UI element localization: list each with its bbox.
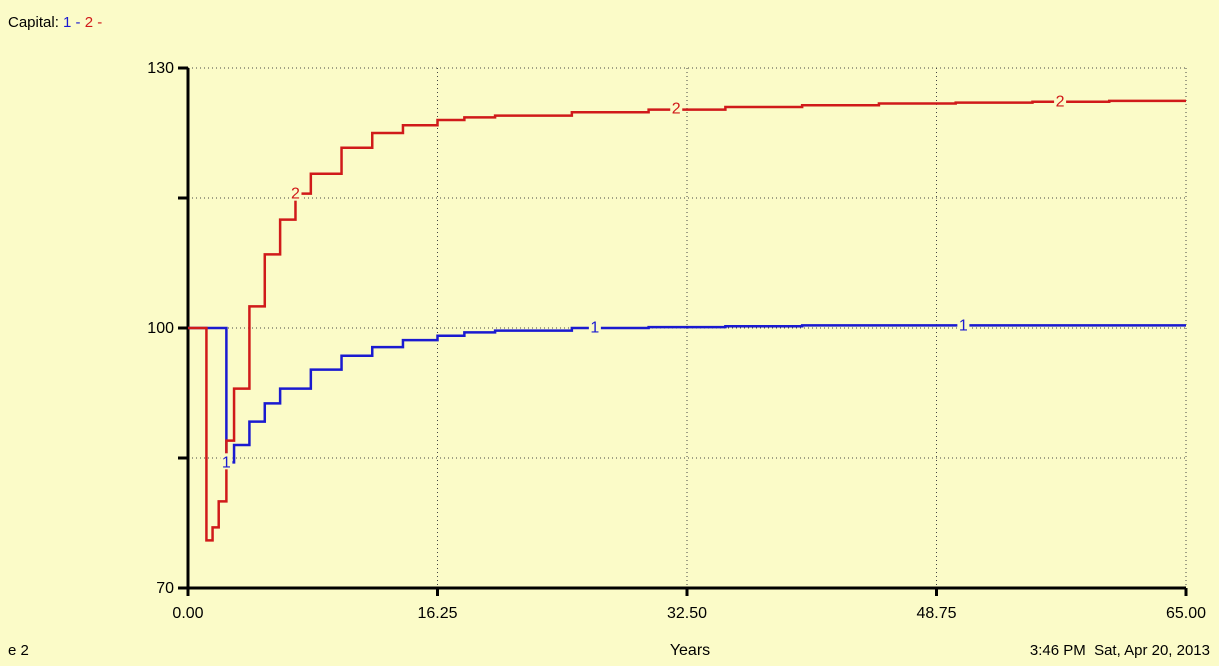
series-1-marker-bg — [220, 453, 233, 470]
page-label: e 2 — [8, 642, 29, 659]
series-2-marker-bg — [1054, 92, 1067, 109]
legend-sep-2: - — [97, 14, 103, 31]
series-2-marker-bg — [670, 99, 683, 116]
series-2-line — [188, 99, 1186, 542]
series-1-marker-bg — [957, 316, 970, 333]
series-1-marker: 1 — [222, 454, 231, 471]
series-1-line — [188, 324, 1186, 464]
legend-series-1: 1 — [63, 14, 72, 31]
legend-series-2: 2 — [84, 14, 94, 31]
chart-legend: Capital: 1 - 2 - — [8, 14, 102, 31]
legend-sep-1: - — [75, 14, 81, 31]
timestamp: 3:46 PM Sat, Apr 20, 2013 — [1030, 642, 1210, 659]
y-tick-label: 130 — [147, 60, 174, 77]
y-tick-label: 100 — [147, 320, 174, 337]
x-tick-label: 16.25 — [417, 605, 457, 622]
x-tick-label: 0.00 — [172, 605, 203, 622]
series-2-marker: 2 — [291, 186, 300, 203]
series-1-marker: 1 — [959, 317, 968, 334]
x-tick-label: 32.50 — [667, 605, 707, 622]
series-2-marker-bg — [289, 184, 302, 201]
x-tick-label: 65.00 — [1166, 605, 1206, 622]
series-1-marker-bg — [588, 318, 601, 335]
series-2-marker: 2 — [1056, 93, 1065, 110]
x-axis-label: Years — [670, 642, 710, 659]
series-1-marker: 1 — [590, 320, 599, 337]
y-tick-label: 70 — [156, 580, 174, 597]
series-2-marker: 2 — [672, 101, 681, 118]
legend-prefix: Capital: — [8, 14, 59, 31]
x-tick-label: 48.75 — [916, 605, 956, 622]
